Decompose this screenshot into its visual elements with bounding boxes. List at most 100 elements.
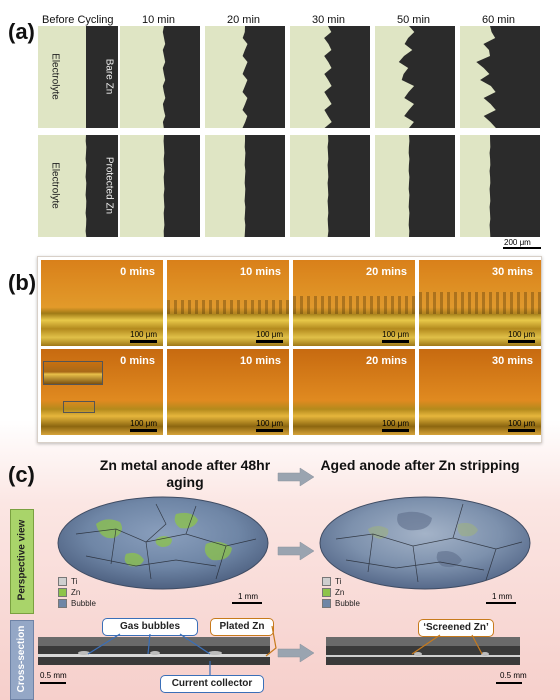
left-legend: Ti Zn Bubble <box>58 576 96 609</box>
panel-a-label: (a) <box>8 19 35 44</box>
arrow-icon <box>277 541 315 561</box>
legend-item: Zn <box>58 587 96 598</box>
panel-a-scale-bar: 200 μm <box>504 238 531 247</box>
scale-label: 100 μm <box>382 330 409 339</box>
legend-swatch <box>58 588 67 597</box>
in-situ-micrograph: 10 mins 100 μm <box>167 260 289 346</box>
legend-label: Zn <box>335 588 345 597</box>
in-situ-micrograph: 30 mins 100 μm <box>419 260 541 346</box>
scale-label: 1 mm <box>238 592 258 601</box>
scale-bar: 100 μm <box>382 419 409 432</box>
legend-swatch <box>322 599 331 608</box>
scale-bar: 100 μm <box>256 419 283 432</box>
time-label: 30 mins <box>492 266 533 278</box>
scale-bar-05mm-right: 0.5 mm <box>500 671 527 680</box>
legend-label: Bubble <box>335 599 360 608</box>
legend-label: Zn <box>71 588 81 597</box>
right-legend: Ti Zn Bubble <box>322 576 360 609</box>
scale-line <box>40 682 66 684</box>
scale-label: 100 μm <box>508 330 535 339</box>
optical-micrograph: Electrolyte Bare Zn <box>38 26 118 128</box>
scale-label: 1 mm <box>492 592 512 601</box>
optical-micrograph <box>460 26 540 128</box>
time-label: 20 mins <box>366 266 407 278</box>
legend-item: Bubble <box>322 598 360 609</box>
time-label: 20 mins <box>366 355 407 367</box>
electrode-label: Protected Zn <box>103 156 115 215</box>
current-collector-callout: Current collector <box>160 675 264 693</box>
scale-line <box>496 682 522 684</box>
right-anode-disk <box>319 496 531 590</box>
scale-label: 0.5 mm <box>500 671 527 680</box>
optical-micrograph <box>460 135 540 237</box>
time-label: 10 mins <box>240 266 281 278</box>
right-title: Aged anode after Zn stripping <box>320 457 520 473</box>
scale-label: 100 μm <box>130 419 157 428</box>
plated-zn-callout: Plated Zn <box>210 618 274 636</box>
time-label: 0 mins <box>120 355 155 367</box>
panel-c-label: (c) <box>8 462 35 487</box>
left-title: Zn metal anode after 48hr aging <box>99 457 271 490</box>
legend-item: Bubble <box>58 598 96 609</box>
panel-a-scale-line <box>503 247 541 249</box>
in-situ-micrograph: 20 mins 100 μm <box>293 349 415 435</box>
optical-micrograph <box>290 135 370 237</box>
scale-label: 100 μm <box>130 330 157 339</box>
scale-bar: 100 μm <box>508 419 535 432</box>
in-situ-micrograph: 0 mins 100 μm <box>41 349 163 435</box>
optical-micrograph <box>205 135 285 237</box>
right-cross-section <box>326 637 520 665</box>
legend-swatch <box>58 599 67 608</box>
cross-section-tab: Cross-section <box>10 620 34 700</box>
scale-bar: 100 μm <box>508 330 535 343</box>
in-situ-micrograph: 30 mins 100 μm <box>419 349 541 435</box>
scale-label: 100 μm <box>256 419 283 428</box>
column-header: 30 min <box>312 14 346 26</box>
legend-item: Ti <box>58 576 96 587</box>
in-situ-micrograph: 20 mins 100 μm <box>293 260 415 346</box>
electrolyte-label: Electrolyte <box>49 162 61 209</box>
callout-pointers <box>87 625 483 675</box>
panel-a-scale-label: 200 μm <box>504 238 531 247</box>
column-header: 50 min <box>397 14 431 26</box>
optical-micrograph: Electrolyte Protected Zn <box>38 135 118 237</box>
zoom-inset <box>43 361 103 385</box>
legend-label: Ti <box>335 577 342 586</box>
optical-micrograph <box>205 26 285 128</box>
in-situ-micrograph: 0 mins 100 μm <box>41 260 163 346</box>
perspective-view-label: Perspective view <box>16 519 28 601</box>
perspective-view-tab: Perspective view <box>10 509 34 614</box>
optical-micrograph <box>120 135 200 237</box>
column-header: Before Cycling <box>42 14 114 26</box>
scale-label: 100 μm <box>508 419 535 428</box>
left-cross-section <box>38 637 270 665</box>
screened-zn-callout: ‘Screened Zn’ <box>418 619 494 637</box>
arrow-icon <box>277 643 315 663</box>
legend-item: Ti <box>322 576 360 587</box>
column-header: 20 min <box>227 14 261 26</box>
zoom-region-box <box>63 401 95 413</box>
scale-label: 100 μm <box>256 330 283 339</box>
scale-bar: 100 μm <box>382 330 409 343</box>
column-header: 10 min <box>142 14 176 26</box>
legend-swatch <box>58 577 67 586</box>
arrow-icon <box>277 467 315 487</box>
time-label: 10 mins <box>240 355 281 367</box>
scale-bar: 100 μm <box>130 419 157 432</box>
legend-item: Zn <box>322 587 360 598</box>
legend-swatch <box>322 588 331 597</box>
scale-bar-05mm-left: 0.5 mm <box>40 671 67 680</box>
panel-b-label: (b) <box>8 270 37 295</box>
electrolyte-label: Electrolyte <box>49 53 61 100</box>
legend-label: Ti <box>71 577 78 586</box>
left-anode-disk <box>57 496 269 590</box>
scale-label: 100 μm <box>382 419 409 428</box>
scale-bar-1mm-right: 1 mm <box>492 592 512 601</box>
time-label: 30 mins <box>492 355 533 367</box>
optical-micrograph <box>375 26 455 128</box>
scale-label: 0.5 mm <box>40 671 67 680</box>
scale-bar-1mm-left: 1 mm <box>238 592 258 601</box>
time-label: 0 mins <box>120 266 155 278</box>
scale-line <box>486 602 516 604</box>
